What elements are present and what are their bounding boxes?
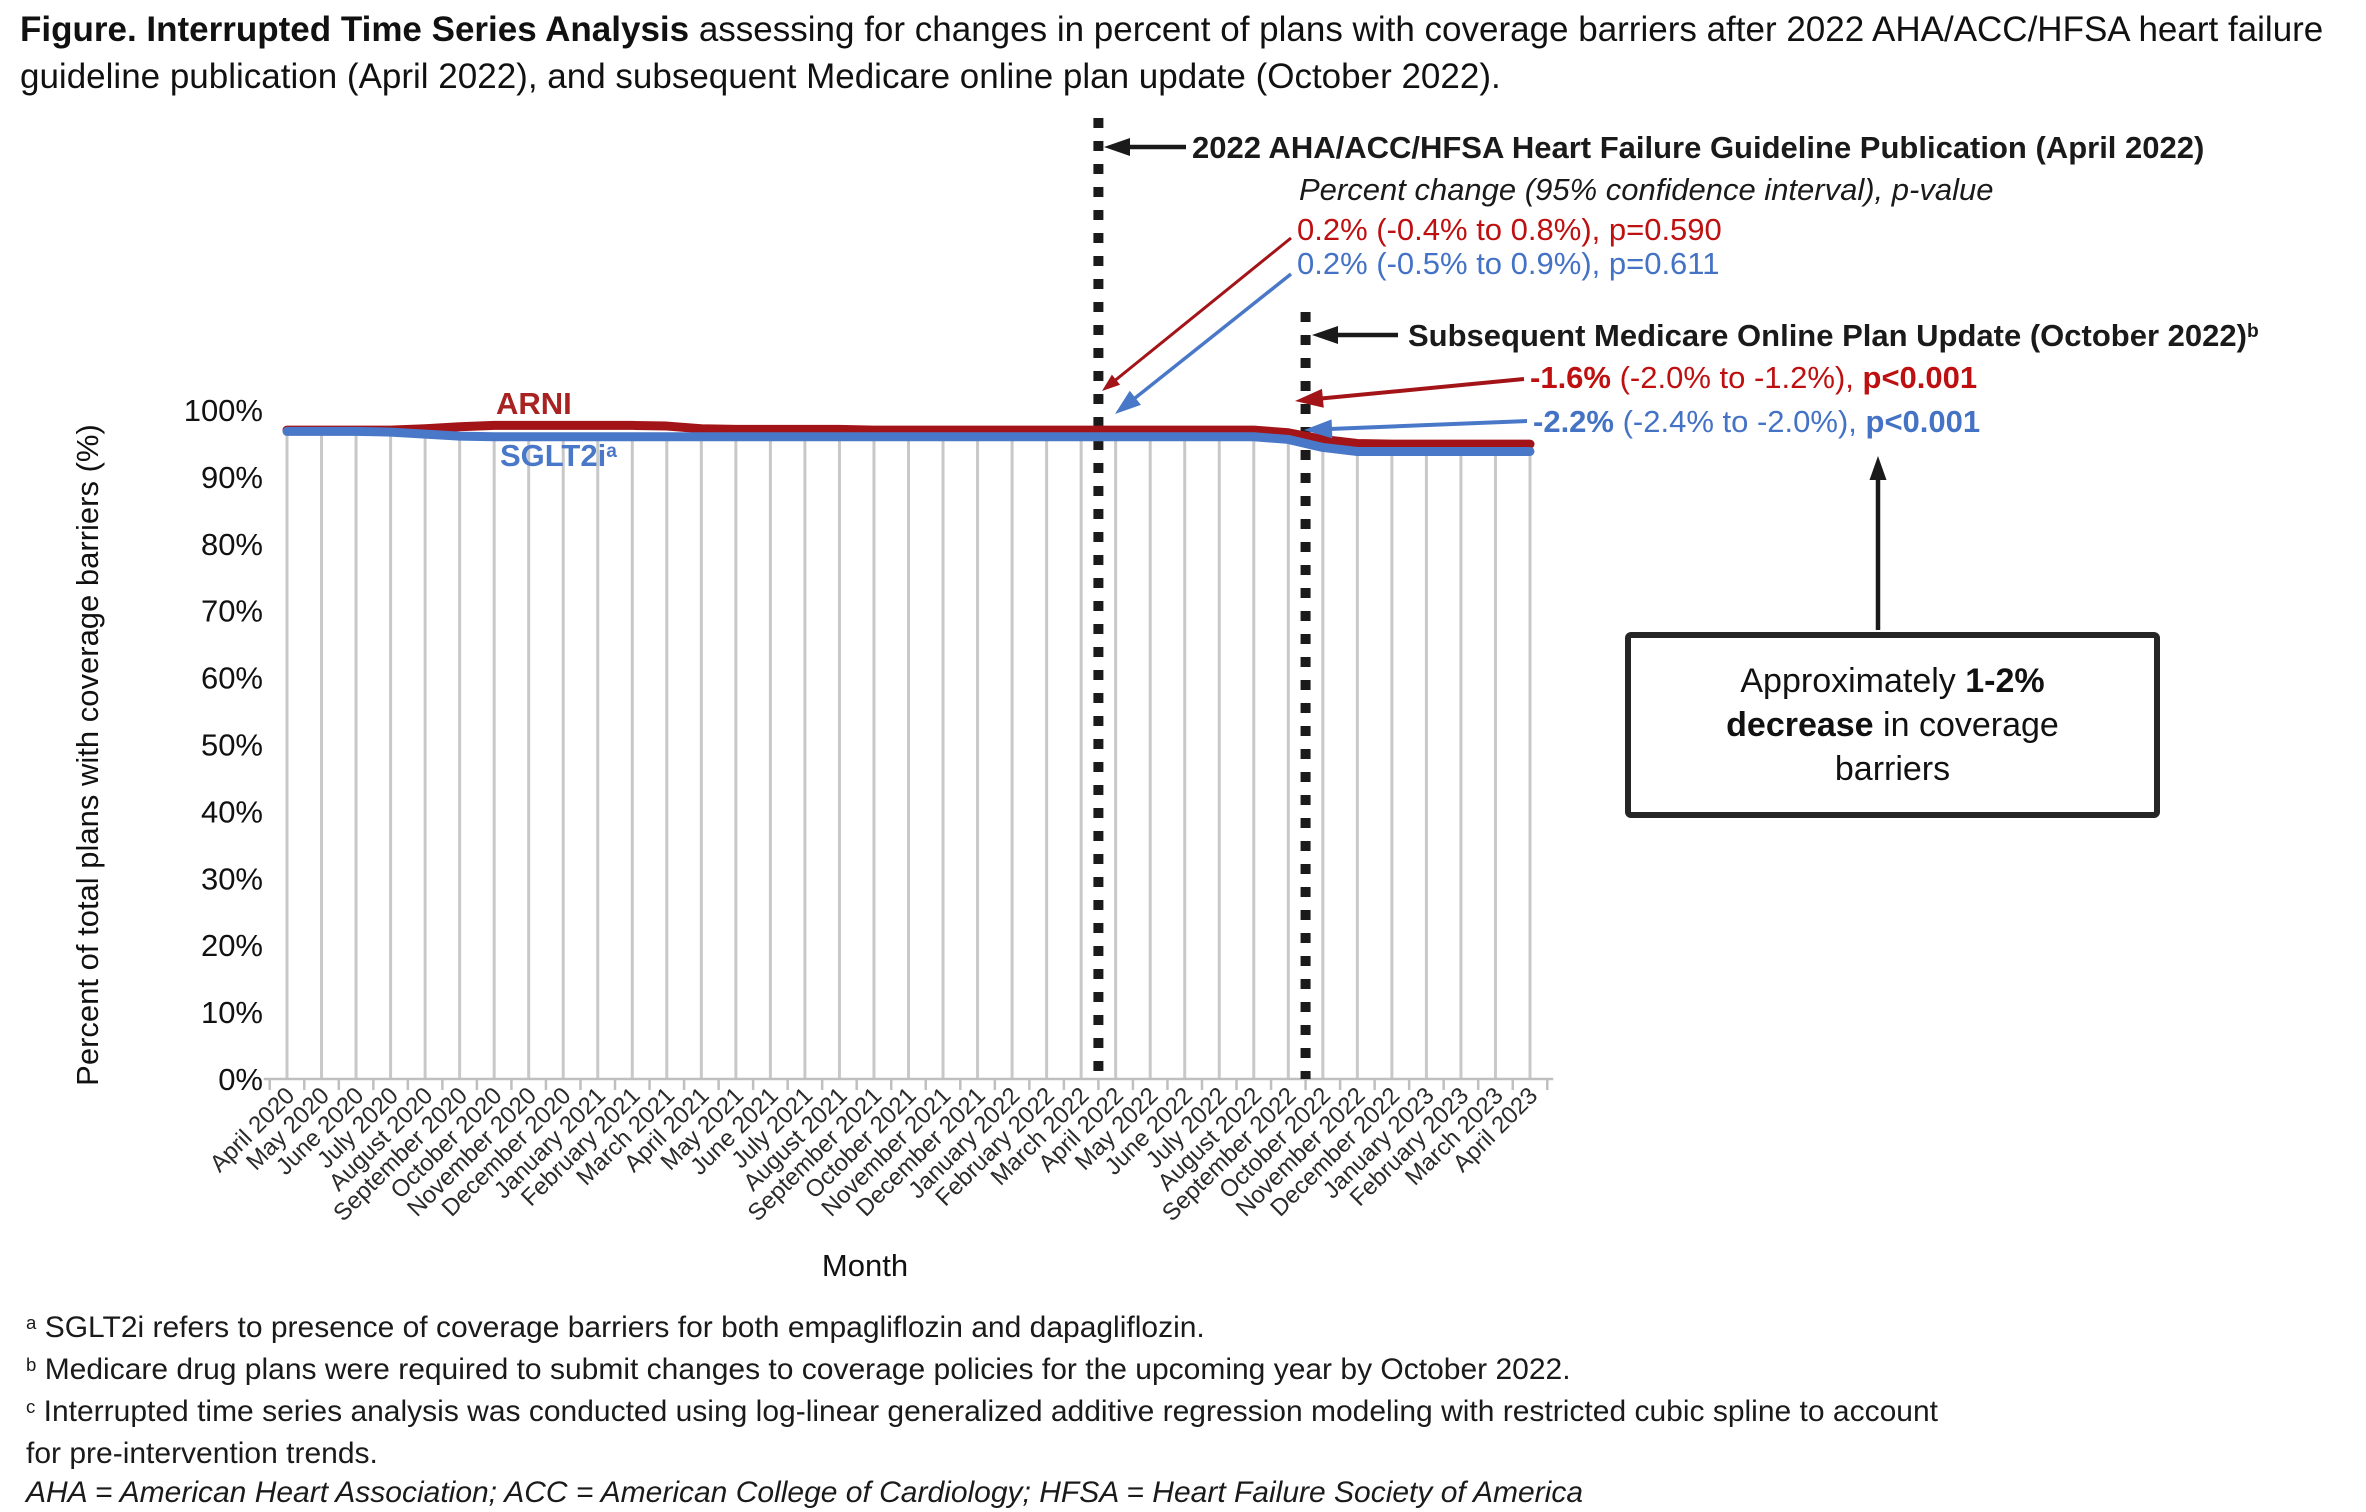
figure-title-lead: Figure. Interrupted Time Series Analysis (20, 10, 690, 49)
svg-text:0%: 0% (218, 1062, 263, 1097)
update-pointer-arrow (1312, 326, 1398, 344)
arni-series-label: ARNI (496, 386, 572, 421)
update-arni-ci: (-2.0% to -1.2%), (1610, 360, 1863, 395)
update-arni-pct: -1.6% (1530, 360, 1611, 395)
decrease-callout-box: Approximately 1-2% decrease in coverage … (1625, 632, 2160, 818)
guideline-annotation-subtitle: Percent change (95% confidence interval)… (1299, 172, 1994, 207)
svg-text:60%: 60% (201, 661, 263, 696)
update-sglt2i-leader-arrow (1304, 419, 1528, 439)
footnote-c-marker: c (26, 1395, 36, 1417)
footnotes: a SGLT2i refers to presence of coverage … (26, 1308, 1946, 1512)
guideline-arni-leader-arrow (1102, 236, 1292, 391)
y-tick-labels: 0% 10% 20% 30% 40% 50% 60% 70% 80% 90% 100% (184, 393, 263, 1097)
footnote-b: b Medicare drug plans were required to s… (26, 1350, 1946, 1392)
update-sglt2i-p: p<0.001 (1865, 404, 1981, 439)
month-droplines (285, 435, 1532, 1079)
callout-text-pre: Approximately (1740, 661, 1966, 700)
svg-text:30%: 30% (201, 861, 263, 896)
callout-text-bold: 1-2% decrease (1726, 661, 2045, 744)
footnote-abbreviations-text: AHA = American Heart Association; ACC = … (26, 1476, 1583, 1509)
svg-text:90%: 90% (201, 460, 263, 495)
figure-title: Figure. Interrupted Time Series Analysis… (20, 6, 2356, 100)
footnote-b-marker: b (26, 1353, 37, 1375)
svg-text:40%: 40% (201, 794, 263, 829)
footnote-a-marker: a (26, 1311, 37, 1333)
svg-text:70%: 70% (201, 594, 263, 629)
update-sglt2i-ci: (-2.4% to -2.0%), (1613, 404, 1866, 439)
series-lines (282, 420, 1535, 456)
svg-text:80%: 80% (201, 527, 263, 562)
figure-title-rest: assessing for changes in percent of plan… (20, 10, 2324, 96)
sglt2i-line (282, 426, 1535, 456)
footnote-a: a SGLT2i refers to presence of coverage … (26, 1308, 1946, 1350)
footnote-abbreviations: AHA = American Heart Association; ACC = … (26, 1473, 1946, 1512)
x-axis-title: Month (821, 1248, 909, 1283)
callout-text-post: in coverage barriers (1834, 705, 2059, 789)
sglt2i-series-label-text: SGLT2i (500, 438, 607, 473)
x-axis (263, 1077, 1554, 1090)
update-sglt2i-pct: -2.2% (1533, 404, 1614, 439)
update-annotation-title-text: Subsequent Medicare Online Plan Update (… (1408, 318, 2247, 353)
update-arni-p: p<0.001 (1862, 360, 1978, 395)
guideline-annotation-title: 2022 AHA/ACC/HFSA Heart Failure Guidelin… (1192, 130, 2205, 165)
update-arni-stat: -1.6% (-2.0% to -1.2%), p<0.001 (1530, 360, 1977, 396)
update-sglt2i-stat: -2.2% (-2.4% to -2.0%), p<0.001 (1533, 404, 1980, 440)
footnote-a-text: SGLT2i refers to presence of coverage ba… (44, 1311, 1205, 1344)
svg-text:50%: 50% (201, 728, 263, 763)
update-annotation-title-sup: b (2246, 321, 2259, 343)
sglt2i-series-label-sup: a (606, 441, 617, 463)
sglt2i-series-label: SGLT2ia (500, 438, 617, 474)
arni-line (282, 420, 1535, 449)
svg-text:20%: 20% (201, 928, 263, 963)
update-annotation-title: Subsequent Medicare Online Plan Update (… (1408, 318, 2259, 354)
svg-text:100%: 100% (184, 393, 263, 428)
footnote-b-text: Medicare drug plans were required to sub… (44, 1353, 1571, 1386)
guideline-pointer-arrow (1104, 138, 1186, 156)
svg-text:10%: 10% (201, 995, 263, 1030)
guideline-sglt2i-stat: 0.2% (-0.5% to 0.9%), p=0.611 (1297, 246, 1720, 281)
annotation-arrows (1102, 138, 1887, 630)
update-arni-leader-arrow (1295, 377, 1525, 408)
guideline-sglt2i-leader-arrow (1115, 272, 1293, 414)
footnote-c-text: Interrupted time series analysis was con… (26, 1395, 1938, 1470)
footnote-c: c Interrupted time series analysis was c… (26, 1392, 1946, 1473)
y-axis-title: Percent of total plans with coverage bar… (70, 424, 105, 1086)
guideline-arni-stat: 0.2% (-0.4% to 0.8%), p=0.590 (1297, 212, 1722, 247)
event-dashed-lines (1093, 118, 1311, 1079)
callout-up-arrow (1869, 456, 1887, 630)
